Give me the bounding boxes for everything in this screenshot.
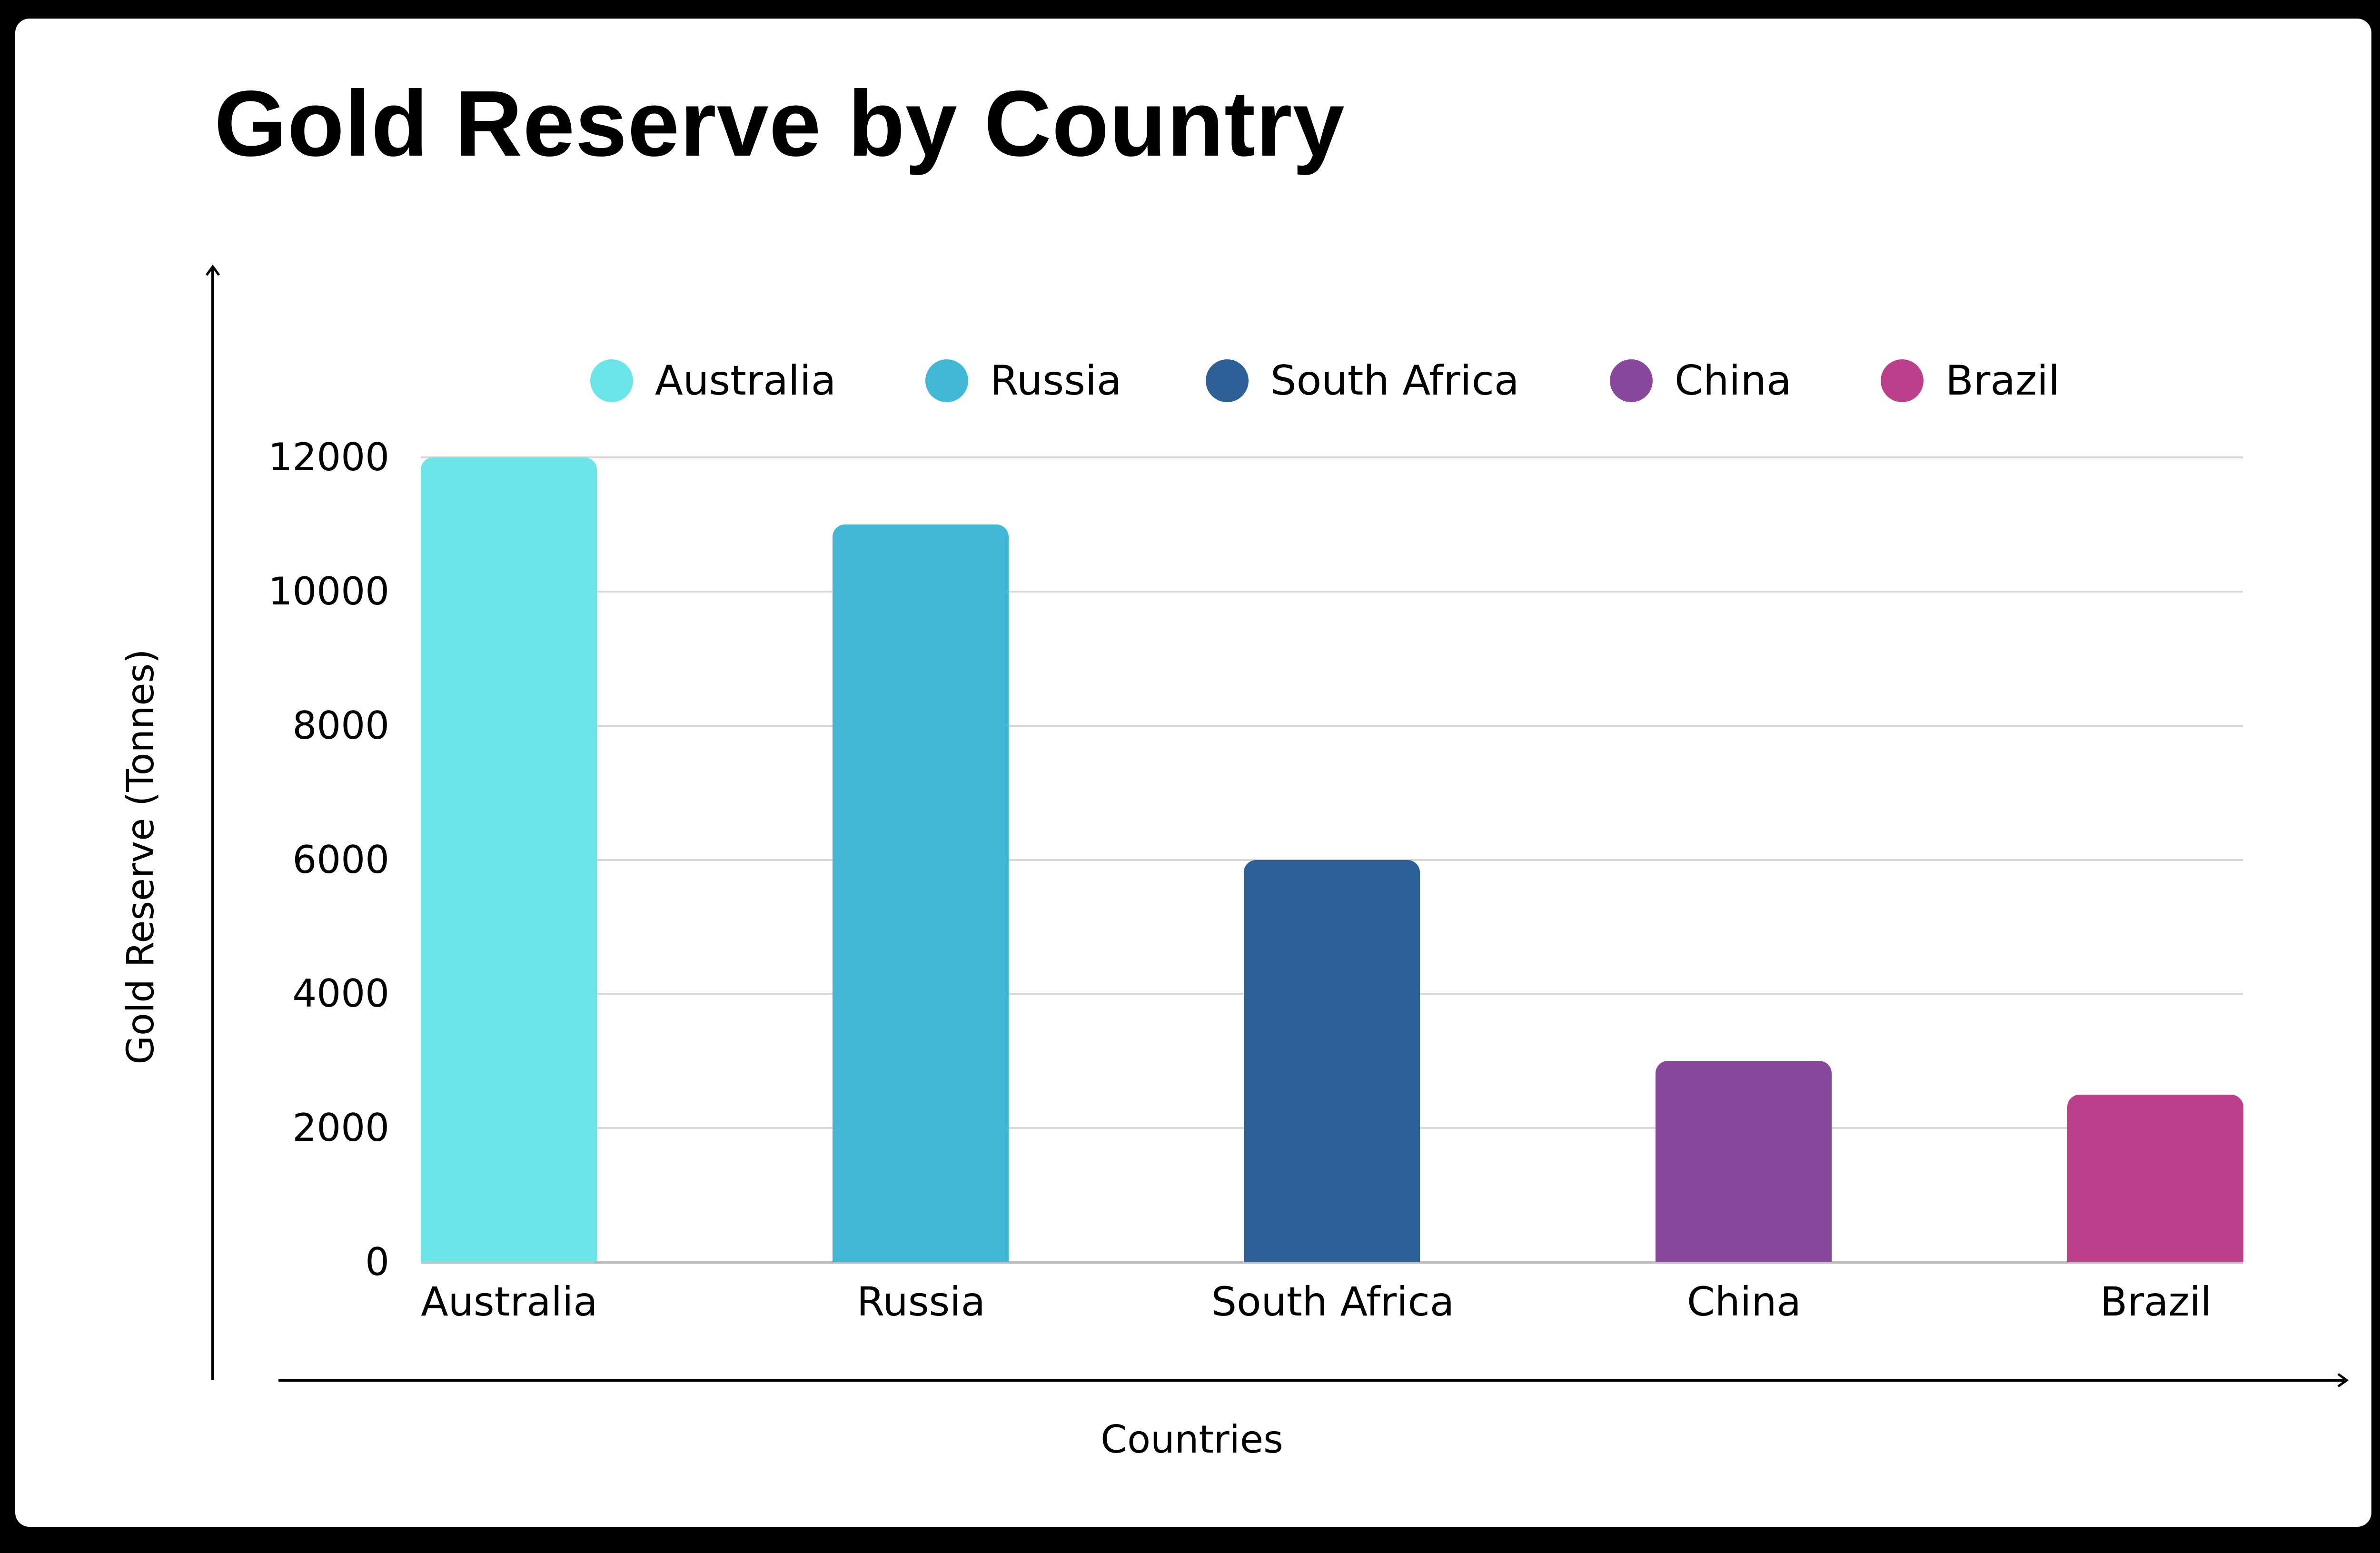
x-tick-label: Australia xyxy=(421,1278,598,1325)
y-tick-label: 10000 xyxy=(268,569,390,613)
chart-legend: Australia Russia South Africa China Braz… xyxy=(0,343,2380,419)
x-baseline xyxy=(421,1261,2243,1264)
chart-title: Gold Reserve by Country xyxy=(214,71,1345,176)
legend-dot-icon xyxy=(1881,359,1924,402)
y-tick-label: 0 xyxy=(365,1240,389,1284)
y-axis-arrow-icon xyxy=(205,264,220,276)
legend-item-china[interactable]: China xyxy=(1610,343,1792,419)
y-axis-title: Gold Reserve (Tonnes) xyxy=(119,649,162,1065)
legend-label: Brazil xyxy=(1945,357,2060,405)
x-axis-arrow-icon xyxy=(2337,1373,2349,1388)
y-tick-label: 2000 xyxy=(292,1106,389,1150)
legend-label: Australia xyxy=(655,357,836,405)
legend-label: China xyxy=(1675,357,1792,405)
bar-russia[interactable] xyxy=(833,524,1009,1262)
legend-dot-icon xyxy=(1610,359,1653,402)
x-tick-label: South Africa xyxy=(1211,1278,1455,1325)
legend-dot-icon xyxy=(1206,359,1249,402)
bar-brazil[interactable] xyxy=(2067,1094,2243,1262)
bar-south-africa[interactable] xyxy=(1244,860,1420,1262)
gridline xyxy=(421,456,2243,458)
legend-label: Russia xyxy=(990,357,1122,405)
bar-australia[interactable] xyxy=(421,457,597,1262)
gridline xyxy=(421,724,2243,727)
x-axis-title: Countries xyxy=(1101,1417,1283,1462)
y-tick-label: 4000 xyxy=(292,971,389,1016)
legend-item-australia[interactable]: Australia xyxy=(590,343,836,419)
legend-label: South Africa xyxy=(1270,357,1519,405)
x-tick-label: Brazil xyxy=(2100,1278,2212,1325)
y-tick-label: 12000 xyxy=(268,435,390,479)
x-tick-label: China xyxy=(1687,1278,1801,1325)
bar-china[interactable] xyxy=(1656,1061,1832,1262)
legend-item-russia[interactable]: Russia xyxy=(925,343,1122,419)
legend-item-south-africa[interactable]: South Africa xyxy=(1206,343,1519,419)
legend-dot-icon xyxy=(925,359,968,402)
legend-item-brazil[interactable]: Brazil xyxy=(1881,343,2060,419)
chart-card xyxy=(15,19,2371,1527)
legend-dot-icon xyxy=(590,359,633,402)
gridline xyxy=(421,590,2243,593)
x-tick-label: Russia xyxy=(856,1278,986,1325)
y-tick-label: 8000 xyxy=(292,703,389,748)
y-tick-label: 6000 xyxy=(292,837,389,882)
